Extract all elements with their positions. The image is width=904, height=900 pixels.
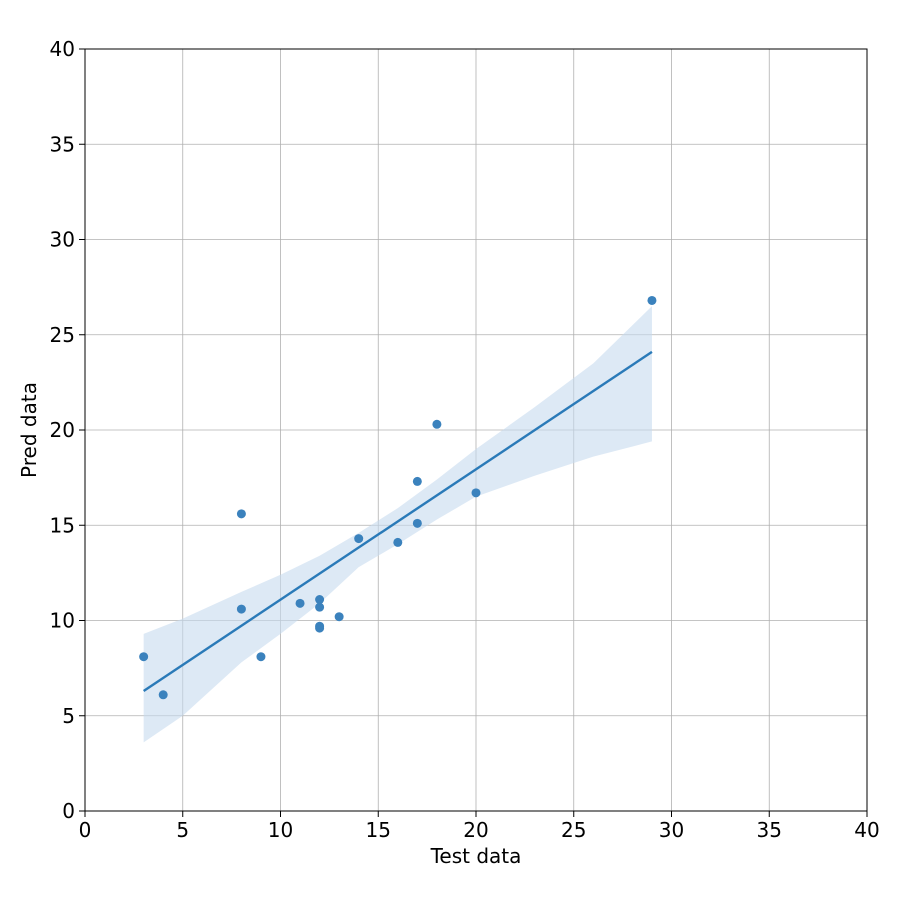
- data-point: [315, 602, 325, 612]
- y-tick-label: 20: [50, 418, 75, 442]
- data-point: [158, 690, 168, 700]
- x-tick-label: 5: [176, 818, 189, 842]
- data-point: [315, 623, 325, 633]
- x-tick-label: 40: [854, 818, 879, 842]
- data-point: [647, 295, 657, 305]
- y-tick-label: 5: [62, 704, 75, 728]
- y-tick-label: 40: [50, 37, 75, 61]
- x-tick-label: 35: [757, 818, 782, 842]
- x-tick-label: 30: [659, 818, 684, 842]
- y-axis-label: Pred data: [17, 382, 41, 478]
- x-tick-label: 15: [366, 818, 391, 842]
- data-point: [256, 652, 266, 662]
- data-point: [354, 534, 364, 544]
- x-tick-label: 10: [268, 818, 293, 842]
- regression-line-group: [142, 350, 653, 692]
- data-point: [432, 419, 442, 429]
- y-tick-label: 30: [50, 228, 75, 252]
- data-point: [236, 604, 246, 614]
- confidence-band: [143, 306, 652, 743]
- data-point: [315, 595, 325, 605]
- data-point: [236, 509, 246, 519]
- data-point: [412, 518, 422, 528]
- y-tick-label: 25: [50, 323, 75, 347]
- x-axis-ticks: 0 5 10 15 20 25 30 35 40: [79, 811, 880, 842]
- data-points: [139, 295, 657, 700]
- data-point: [393, 537, 403, 547]
- data-point: [412, 476, 422, 486]
- data-point: [295, 598, 305, 608]
- y-tick-label: 10: [50, 609, 75, 633]
- x-tick-label: 20: [463, 818, 488, 842]
- x-axis-label: Test data: [430, 844, 522, 868]
- x-tick-label: 25: [561, 818, 586, 842]
- y-tick-label: 15: [50, 513, 75, 537]
- data-point: [334, 612, 344, 622]
- y-axis-ticks: 0 5 10 15 20 25 30 35 40: [50, 37, 85, 823]
- x-tick-label: 0: [79, 818, 92, 842]
- confidence-band-group: [143, 306, 652, 743]
- regression-line: [142, 350, 653, 692]
- y-tick-label: 0: [62, 799, 75, 823]
- data-point: [139, 652, 149, 662]
- y-tick-label: 35: [50, 132, 75, 156]
- data-point: [471, 488, 481, 498]
